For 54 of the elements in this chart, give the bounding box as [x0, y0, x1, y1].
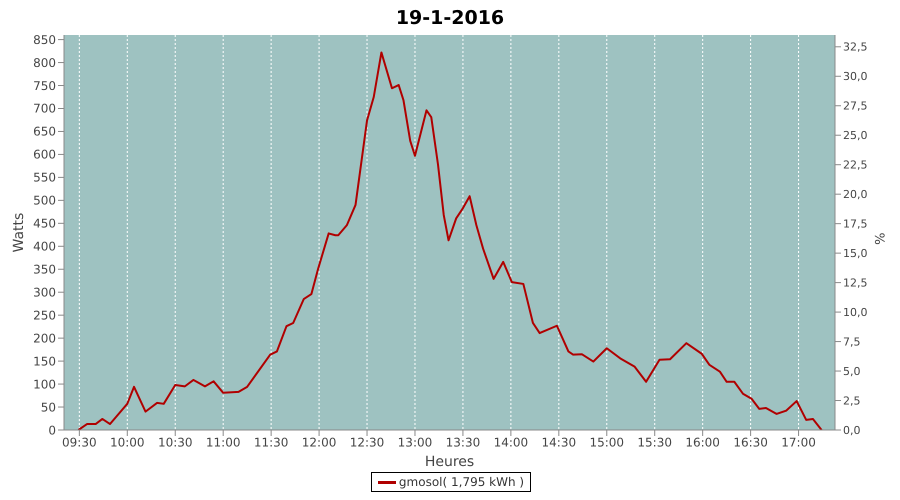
chart-title: 19-1-2016 [396, 7, 504, 29]
legend-label: gmosol( 1,795 kWh ) [398, 475, 524, 489]
x-axis-title: Heures [424, 454, 474, 470]
y-tick-label: 400 [33, 240, 56, 254]
y-tick-label: 50 [40, 400, 56, 414]
y2-tick-label: 20,0 [843, 188, 868, 202]
x-tick-label: 11:00 [206, 436, 240, 450]
y2-tick-label: 10,0 [843, 306, 868, 319]
y-tick-label: 800 [33, 56, 56, 70]
y-tick-label: 350 [33, 262, 56, 277]
y-tick-label: 850 [33, 32, 56, 47]
y-axis-title: Watts [10, 212, 27, 252]
x-tick-label: 09:30 [62, 436, 97, 450]
x-tick-label: 14:00 [494, 436, 528, 450]
x-tick-label: 12:00 [302, 436, 336, 450]
y2-tick-label: 7,5 [843, 335, 860, 348]
x-tick-label: 10:00 [110, 436, 145, 450]
x-tick-label: 15:00 [589, 436, 624, 450]
y-tick-label: 600 [33, 148, 56, 162]
y2-tick-label: 0,0 [843, 424, 860, 437]
y-tick-label: 700 [33, 102, 56, 116]
x-tick-label: 17:00 [781, 436, 816, 450]
x-tick-label: 16:00 [685, 436, 720, 450]
y-tick-label: 650 [33, 124, 56, 139]
y-tick-label: 750 [33, 78, 56, 93]
x-tick-label: 14:30 [542, 436, 576, 450]
y2-axis-title: % [874, 232, 889, 245]
y2-tick-label: 27,5 [843, 100, 868, 113]
y-tick-label: 550 [33, 170, 56, 185]
x-tick-label: 15:30 [637, 436, 672, 450]
x-tick-label: 12:30 [350, 436, 384, 450]
y-tick-label: 0 [48, 423, 56, 438]
y2-tick-label: 25,0 [843, 129, 868, 142]
y-tick-label: 450 [33, 216, 56, 231]
y2-tick-label: 15,0 [843, 247, 868, 260]
line-series [77, 51, 823, 430]
x-tick-label: 10:30 [158, 436, 193, 450]
y-tick-label: 200 [33, 331, 56, 346]
y2-tick-label: 22,5 [843, 158, 868, 172]
y-tick-label: 250 [33, 308, 56, 322]
y-tick-label: 150 [33, 354, 56, 368]
y2-tick-label: 32,5 [843, 40, 868, 54]
y-tick-label: 100 [33, 377, 56, 392]
x-tick-label: 13:00 [398, 436, 432, 450]
x-tick-label: 13:30 [446, 436, 480, 450]
y2-tick-label: 5,0 [843, 364, 860, 378]
y2-tick-label: 2,5 [843, 394, 860, 408]
x-tick-label: 16:30 [733, 436, 768, 450]
y2-tick-label: 30,0 [843, 70, 868, 84]
y2-tick-label: 17,5 [843, 218, 868, 231]
y-tick-label: 300 [33, 285, 56, 300]
y-tick-label: 500 [33, 194, 56, 208]
x-tick-label: 11:30 [254, 436, 288, 450]
y2-tick-label: 12,5 [843, 276, 868, 290]
